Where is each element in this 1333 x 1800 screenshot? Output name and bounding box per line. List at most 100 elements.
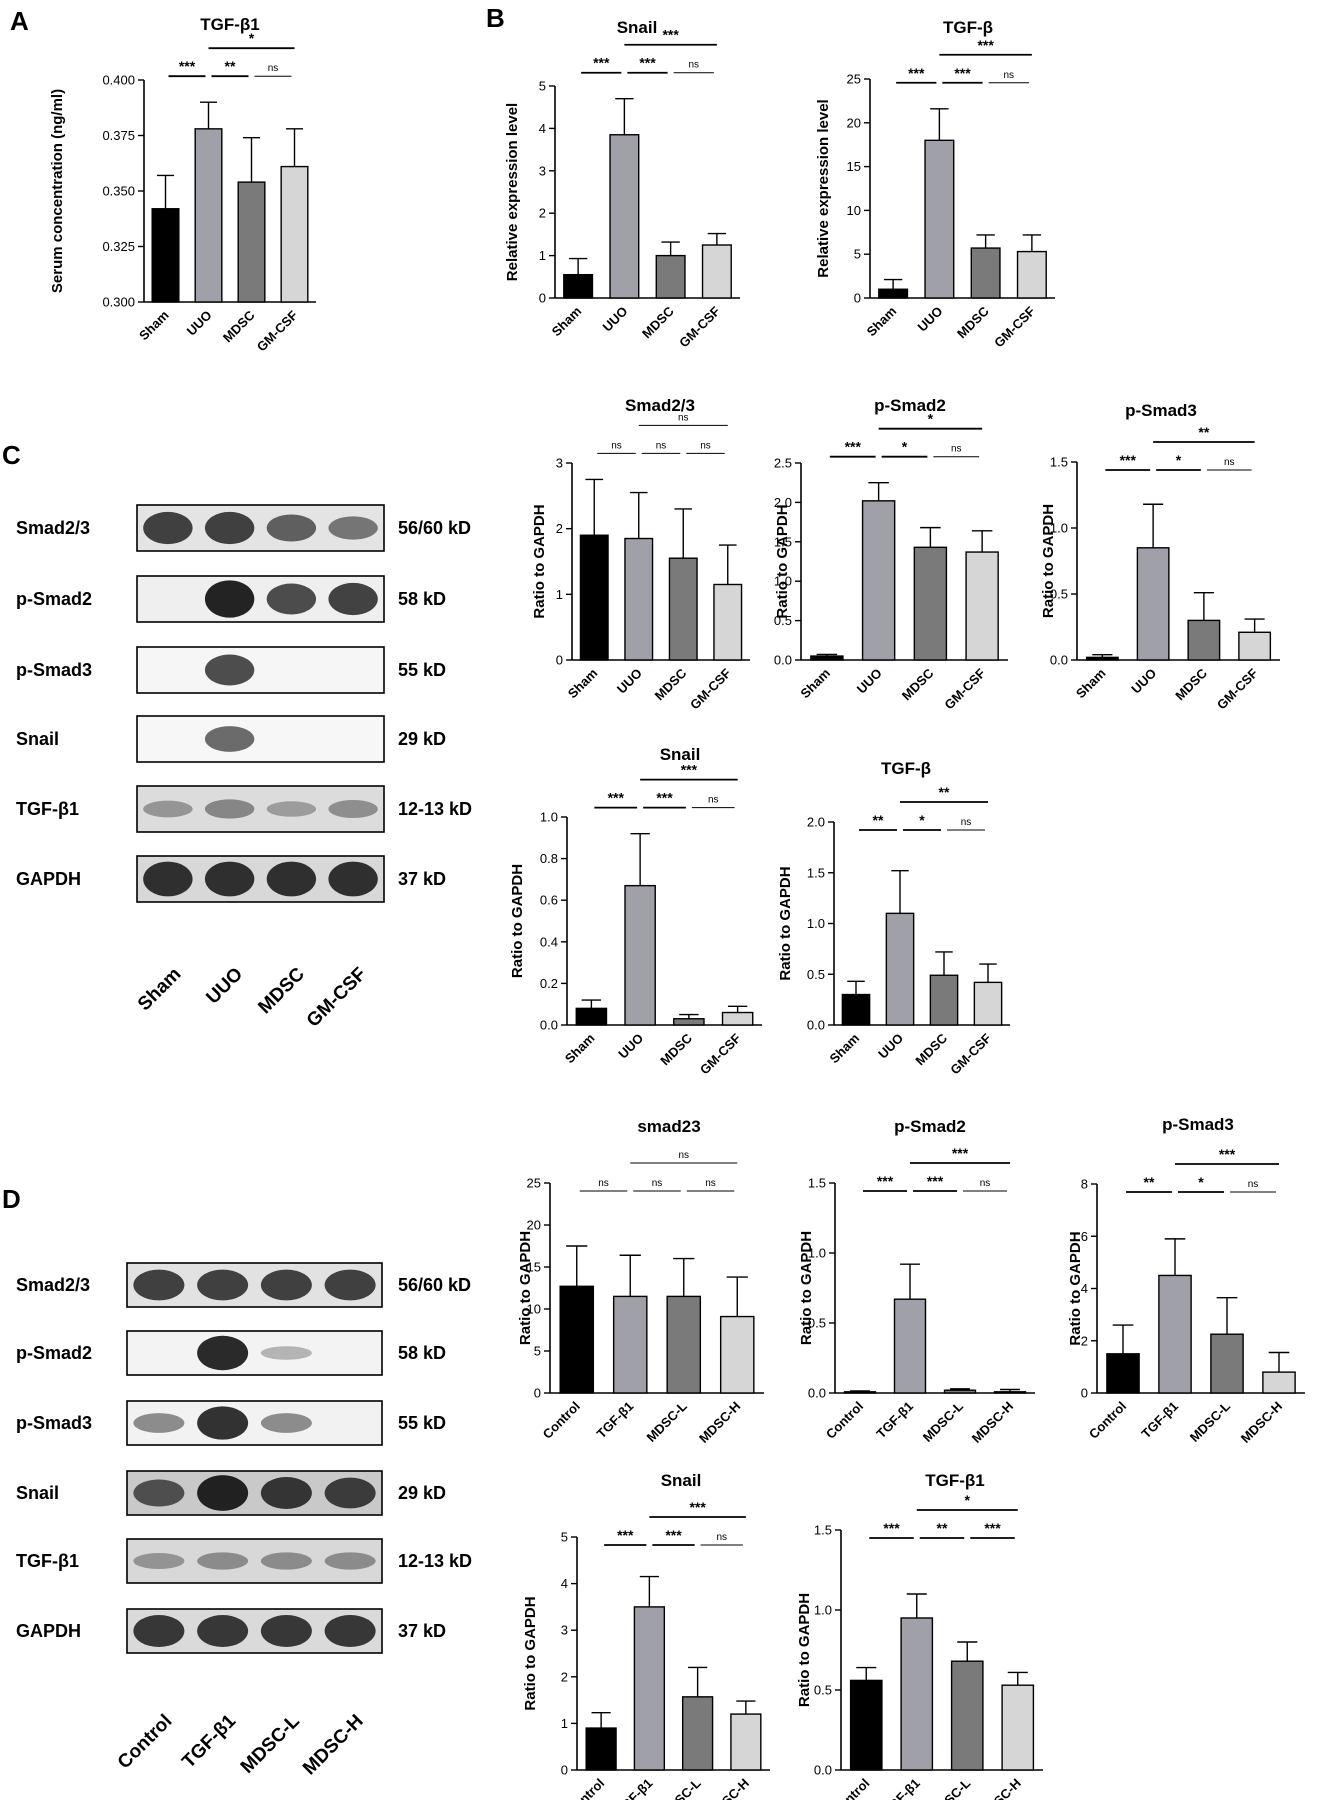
y-tick-label: 0.5 bbox=[1050, 587, 1068, 602]
y-tick-label: 2 bbox=[561, 1669, 568, 1684]
bar-GM-CSF bbox=[713, 583, 743, 661]
bar-TGF-β1 bbox=[893, 1298, 927, 1394]
chart-C-TGFb: TGF-β 0.0 0.5 1.0 1.5 2.0 Ratio to GAPDH Sham UU… bbox=[777, 759, 1010, 1077]
blot-band bbox=[260, 1413, 312, 1433]
bar-UUO bbox=[609, 134, 640, 299]
y-tick-label: 5 bbox=[539, 79, 546, 94]
bar-TGF-β1 bbox=[900, 1617, 934, 1771]
y-axis-label: Ratio to GAPDH bbox=[777, 866, 794, 980]
y-tick-label: 0.350 bbox=[102, 184, 135, 199]
y-axis-label: Ratio to GAPDH bbox=[774, 504, 791, 618]
y-tick-label: 1 bbox=[556, 587, 563, 602]
y-tick-label: 0.5 bbox=[807, 967, 825, 982]
y-axis-label: Relative expression level bbox=[815, 99, 832, 277]
blot-band bbox=[197, 1269, 249, 1301]
category-label: GM-CSF bbox=[676, 303, 723, 350]
y-tick-label: 3 bbox=[556, 456, 563, 471]
blot-protein-label: p-Smad2 bbox=[16, 589, 92, 609]
category-label: MDSC-H bbox=[969, 1399, 1016, 1446]
y-tick-label: 0.8 bbox=[540, 851, 558, 866]
significance-label: *** bbox=[681, 762, 698, 778]
y-axis-label: Ratio to GAPDH bbox=[1067, 1231, 1084, 1345]
category-label: Control bbox=[829, 1776, 872, 1800]
y-tick-label: 2.5 bbox=[774, 456, 792, 471]
blot-lane-label: MDSC bbox=[254, 963, 309, 1018]
significance-label: ns bbox=[708, 795, 719, 806]
y-tick-label: 0.0 bbox=[814, 1763, 832, 1778]
y-tick-label: 1.5 bbox=[808, 1176, 826, 1191]
y-tick-label: 10 bbox=[527, 1302, 541, 1317]
y-tick-label: 15 bbox=[847, 159, 861, 174]
blot-band bbox=[133, 1269, 185, 1301]
y-tick-label: 0.0 bbox=[1050, 653, 1068, 668]
blot-band bbox=[133, 1614, 185, 1648]
y-tick-label: 0.5 bbox=[808, 1316, 826, 1331]
y-tick-label: 0.375 bbox=[102, 128, 135, 143]
bar-GM-CSF bbox=[701, 244, 732, 299]
chart-title: p-Smad3 bbox=[1162, 1115, 1234, 1134]
y-axis-label: Ratio to GAPDH bbox=[517, 1231, 534, 1345]
category-label: GM-CSF bbox=[1214, 665, 1261, 712]
blot-strip bbox=[126, 1330, 383, 1376]
bar-MDSC-H bbox=[1262, 1371, 1296, 1394]
blot-band bbox=[143, 800, 193, 818]
significance-label: ** bbox=[937, 1520, 948, 1536]
y-tick-label: 1.5 bbox=[814, 1523, 832, 1538]
blot-band bbox=[204, 861, 255, 897]
category-label: MDSC bbox=[954, 303, 992, 341]
chart-title: TGF-β1 bbox=[925, 1471, 984, 1490]
y-tick-label: 0.0 bbox=[774, 653, 792, 668]
y-tick-label: 5 bbox=[534, 1344, 541, 1359]
significance-label: ns bbox=[716, 1532, 727, 1543]
blot-row: TGF-β1 12-13 kD bbox=[16, 1538, 472, 1584]
bar-MDSC bbox=[1187, 619, 1221, 661]
bar-Control bbox=[559, 1285, 595, 1394]
chart-B-Snail: Snail 0 1 2 3 4 5 Relative expression level Sham… bbox=[504, 18, 740, 350]
category-label: TGF-β1 bbox=[613, 1776, 656, 1800]
category-label: MDSC bbox=[639, 303, 677, 341]
blot-band bbox=[328, 582, 378, 616]
y-axis-label: Ratio to GAPDH bbox=[531, 504, 548, 618]
blot-protein-label: Snail bbox=[16, 729, 59, 749]
blot-band bbox=[266, 583, 317, 615]
significance-label: ns bbox=[980, 1178, 991, 1189]
category-label: MDSC-H bbox=[976, 1776, 1023, 1800]
blot-band bbox=[328, 861, 378, 897]
y-tick-label: 0.0 bbox=[540, 1018, 558, 1033]
y-tick-label: 4 bbox=[1081, 1281, 1088, 1296]
bar-MDSC-H bbox=[719, 1315, 755, 1394]
bar-TGF-β1 bbox=[1158, 1274, 1192, 1394]
y-tick-label: 0.0 bbox=[808, 1386, 826, 1401]
bar-GM-CSF bbox=[965, 551, 999, 661]
y-tick-label: 20 bbox=[527, 1218, 541, 1233]
significance-label: ** bbox=[1144, 1174, 1155, 1190]
significance-label: *** bbox=[954, 65, 971, 81]
chart-D-TGFb1: TGF-β1 0.0 0.5 1.0 1.5 Ratio to GAPDH Control T… bbox=[796, 1471, 1043, 1800]
chart-D-smad23: smad23 0 5 10 15 20 25 Ratio to GAPDH Control TGF… bbox=[517, 1117, 764, 1446]
significance-label: *** bbox=[608, 790, 625, 806]
y-tick-label: 0.2 bbox=[540, 976, 558, 991]
blot-strip bbox=[136, 646, 385, 694]
category-label: MDSC-L bbox=[927, 1775, 973, 1800]
y-tick-label: 2 bbox=[556, 521, 563, 536]
y-axis-label: Ratio to GAPDH bbox=[796, 1593, 813, 1707]
category-label: Sham bbox=[565, 666, 601, 702]
category-label: Sham bbox=[136, 308, 172, 344]
y-tick-label: 1.0 bbox=[814, 1603, 832, 1618]
blot-band bbox=[266, 861, 317, 897]
western-blot-C: Smad2/3 56/60 kD p-Smad2 58 kD p-Smad3 55 kD S… bbox=[16, 504, 472, 1032]
blot-band bbox=[133, 1479, 185, 1507]
significance-label: ns bbox=[678, 1150, 689, 1161]
bar-MDSC bbox=[237, 181, 266, 303]
bar-UUO bbox=[885, 912, 915, 1026]
blot-strip bbox=[136, 785, 385, 833]
category-label: GM-CSF bbox=[687, 665, 734, 712]
y-tick-label: 3 bbox=[539, 163, 546, 178]
category-label: GM-CSF bbox=[947, 1030, 994, 1077]
blot-protein-label: Smad2/3 bbox=[16, 518, 90, 538]
category-label: MDSC bbox=[657, 1030, 695, 1068]
category-label: UUO bbox=[615, 1031, 646, 1062]
blot-row: Snail 29 kD bbox=[16, 1470, 446, 1516]
significance-label: *** bbox=[977, 37, 994, 53]
